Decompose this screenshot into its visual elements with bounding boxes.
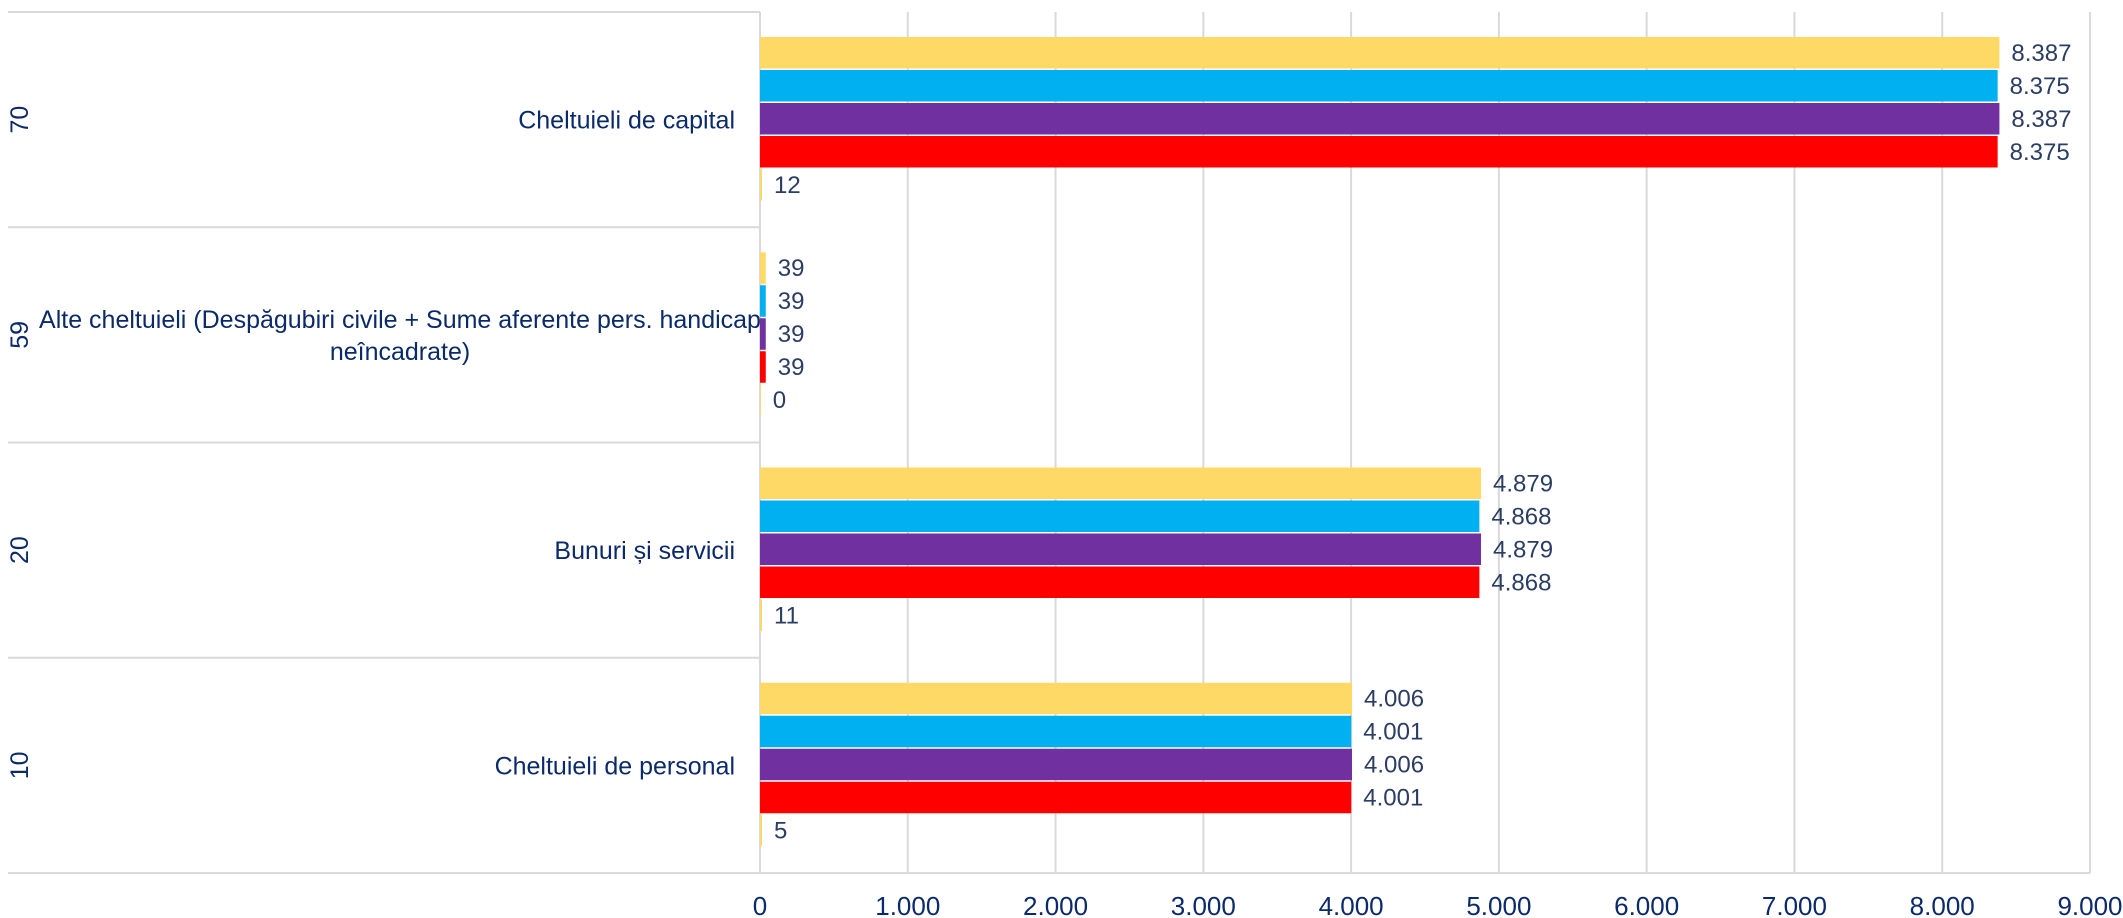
tick-label: 7.000	[1762, 891, 1827, 918]
bar	[760, 814, 762, 847]
bar	[760, 599, 762, 631]
category-label: neîncadrate)	[330, 338, 470, 366]
data-label: 8.375	[2010, 73, 2070, 100]
tick-label: 4.000	[1319, 891, 1384, 918]
bar	[760, 285, 766, 317]
tick-label: 0	[753, 891, 767, 918]
data-label: 4.001	[1363, 719, 1423, 746]
tick-label: 3.000	[1171, 891, 1236, 918]
tick-label: 9.000	[2057, 891, 2122, 918]
data-label: 12	[774, 172, 801, 199]
bar	[760, 252, 766, 284]
bar	[760, 467, 1482, 499]
category-labels: Cheltuieli de capital 70 Alte cheltuieli (…	[6, 106, 761, 781]
tick-label: 8.000	[1910, 891, 1975, 918]
bar	[760, 37, 2000, 69]
bar	[760, 781, 1352, 814]
data-labels: 8.387 8.375 8.387 8.375 12 39 39 39 39 0 4.879 4.86…	[773, 40, 2072, 845]
bar	[760, 318, 766, 350]
bar	[760, 715, 1352, 748]
category-code: 70	[6, 106, 34, 134]
tick-label: 6.000	[1614, 891, 1679, 918]
category-code: 20	[6, 536, 34, 564]
bar	[760, 748, 1352, 781]
data-label: 4.868	[1491, 569, 1551, 596]
tick-label: 1.000	[875, 891, 940, 918]
category-code: 59	[6, 321, 34, 349]
data-label: 8.387	[2011, 106, 2071, 133]
category-label: Bunuri și servicii	[554, 537, 735, 565]
bar	[760, 566, 1480, 598]
bar	[760, 136, 1998, 168]
category-label: Alte cheltuieli (Despăgubiri civile + Su…	[39, 306, 761, 334]
category-label: Cheltuieli de capital	[518, 107, 735, 135]
bar	[760, 70, 1998, 102]
data-label: 4.879	[1493, 470, 1553, 497]
tick-label: 2.000	[1023, 891, 1088, 918]
tick-label: 5.000	[1466, 891, 1531, 918]
data-label: 4.879	[1493, 536, 1553, 563]
data-label: 4.868	[1491, 503, 1551, 530]
data-label: 11	[774, 602, 799, 629]
bar	[760, 533, 1482, 565]
data-label: 8.387	[2011, 40, 2071, 67]
data-label: 4.001	[1363, 785, 1423, 812]
data-label: 4.006	[1364, 752, 1424, 779]
data-label: 8.375	[2010, 139, 2070, 166]
category-code: 10	[6, 751, 34, 779]
data-label: 39	[778, 354, 805, 381]
bar	[760, 384, 761, 416]
data-label: 0	[773, 387, 786, 414]
bar	[760, 682, 1352, 715]
bar	[760, 351, 766, 383]
x-axis-tick-labels: 0 1.000 2.000 3.000 4.000 5.000 6.000 7.000 8.00…	[753, 891, 2123, 918]
data-label: 39	[778, 255, 805, 282]
data-label: 4.006	[1364, 686, 1424, 713]
category-label: Cheltuieli de personal	[495, 752, 735, 780]
data-label: 39	[778, 321, 805, 348]
bars	[760, 37, 2000, 847]
data-label: 39	[778, 288, 805, 315]
bar	[760, 500, 1480, 532]
data-label: 5	[774, 818, 787, 845]
bar	[760, 169, 762, 201]
bar	[760, 103, 2000, 135]
